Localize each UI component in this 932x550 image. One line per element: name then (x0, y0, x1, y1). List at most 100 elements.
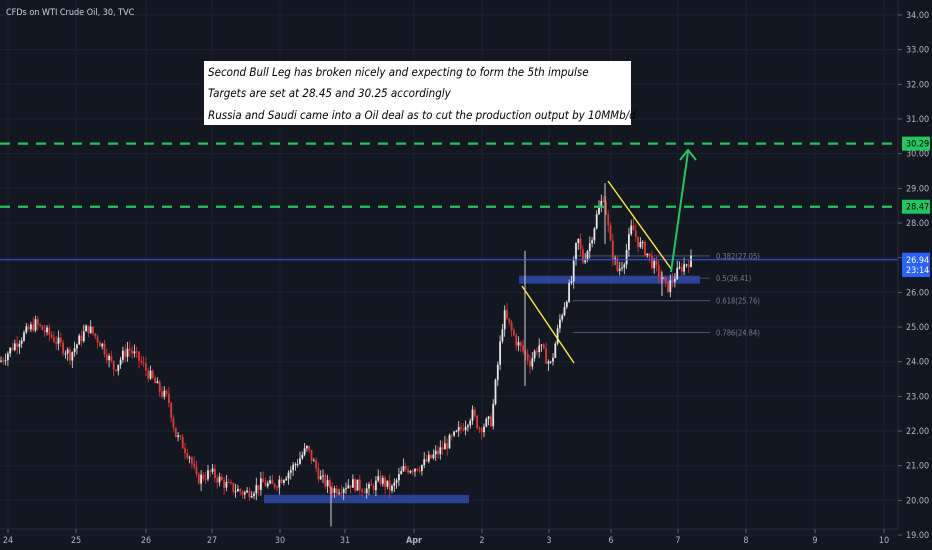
candle-body (407, 469, 409, 473)
candle-body (584, 259, 587, 263)
candle-body (345, 488, 347, 490)
price-tag[interactable] (902, 263, 930, 277)
candle-body (678, 267, 681, 269)
candle-body (600, 200, 603, 208)
candle-body (441, 447, 444, 450)
annotation-box[interactable]: Second Bull Leg has broken nicely and ex… (204, 61, 636, 125)
candle-body (87, 325, 90, 333)
candle-body (538, 345, 541, 353)
candle-body (128, 348, 131, 351)
candle-body (556, 328, 559, 344)
candle-body (446, 443, 449, 449)
candle-body (467, 425, 469, 427)
candle-body (490, 416, 492, 427)
candle-body (285, 478, 288, 481)
candle-body (39, 324, 41, 326)
candle-body (216, 478, 219, 483)
fib-label: 0.5(26.41) (716, 274, 752, 283)
candle-body (370, 484, 373, 486)
candle-body (639, 242, 642, 248)
annotation-line-1: Second Bull Leg has broken nicely and ex… (208, 65, 589, 79)
candle-body (476, 415, 478, 429)
candle-body (340, 492, 343, 494)
candle-body (588, 243, 591, 252)
candle-body (391, 485, 393, 491)
candle-body (301, 454, 304, 459)
candle-body (384, 477, 386, 487)
candle-body (193, 463, 196, 467)
candle-body (172, 418, 175, 428)
candle-body (266, 483, 269, 487)
candle-body (315, 460, 317, 469)
candle-body (110, 355, 113, 361)
annotation-line-2: Targets are set at 28.45 and 30.25 accor… (208, 86, 452, 100)
candle-body (149, 370, 152, 379)
candle-body (450, 435, 453, 437)
time-tick-label: 8 (743, 536, 748, 546)
candle-body (646, 253, 649, 256)
candle-body (623, 264, 626, 268)
candle-body (154, 377, 156, 384)
candle-body (386, 480, 389, 487)
candle-body (96, 336, 99, 343)
candle-body (299, 458, 301, 464)
price-axis[interactable]: 34.0033.0032.0031.0030.0029.0028.0027.00… (897, 0, 930, 541)
candle-body (519, 342, 522, 346)
candle-body (559, 319, 561, 329)
price-tag[interactable] (902, 136, 930, 151)
price-tag[interactable] (902, 199, 930, 214)
candle-body (103, 343, 106, 355)
candle-body (41, 325, 44, 330)
candle-body (122, 350, 124, 360)
candle-body (591, 240, 593, 244)
candle-body (549, 361, 552, 363)
candle-body (62, 342, 64, 354)
candle-body (522, 345, 524, 352)
candle-body (414, 468, 416, 472)
time-axis[interactable]: 24 25 26 27 30 31 Apr 2 3 6 7 8 9 10 (0, 528, 898, 546)
candle-body (108, 355, 110, 361)
candle-body (186, 453, 189, 458)
candle-body (218, 476, 221, 483)
candle-body (147, 370, 150, 379)
candle-body (101, 343, 104, 347)
candle-body (480, 428, 483, 433)
candle-body (174, 427, 177, 437)
candle-body (161, 391, 163, 397)
candle-body (533, 351, 536, 359)
candle-body (239, 488, 242, 492)
candle-body (20, 340, 23, 344)
support-zone (519, 275, 700, 284)
candle-body (250, 495, 253, 498)
time-tick-label: 31 (340, 536, 350, 546)
candle-body (338, 492, 340, 494)
candle-body (657, 265, 660, 277)
time-tick-label: 25 (71, 536, 81, 546)
candle-body (483, 426, 485, 433)
candle-body (444, 443, 446, 450)
annotation-background (204, 61, 631, 125)
candle-body (540, 344, 543, 346)
price-tick-label: 21.00 (906, 462, 929, 472)
candle-body (200, 474, 202, 484)
candle-body (593, 228, 596, 241)
candle-body (485, 418, 488, 427)
candle-body (609, 225, 612, 241)
candle-body (664, 277, 667, 282)
price-tag-label: 26.94 (906, 256, 929, 266)
candle-body (303, 448, 306, 455)
candle-body (542, 344, 545, 349)
candle-body (478, 428, 481, 430)
candle-body (248, 490, 251, 498)
candle-body (112, 360, 115, 370)
time-tick-label: 7 (675, 536, 680, 546)
candle-body (156, 381, 159, 384)
candle-body (165, 390, 168, 394)
candle-body (492, 404, 495, 427)
candle-body (177, 435, 179, 437)
candle-body (526, 354, 529, 361)
candle-body (202, 474, 205, 479)
candle-body (536, 351, 538, 353)
price-tick-label: 24.00 (906, 358, 929, 368)
